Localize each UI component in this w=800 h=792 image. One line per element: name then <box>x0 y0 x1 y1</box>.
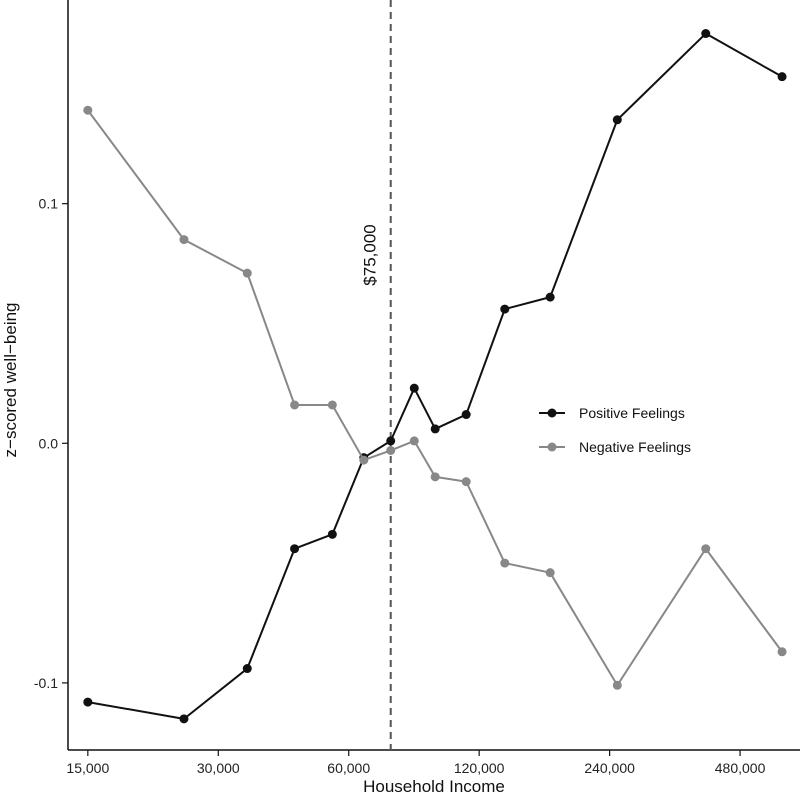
data-point-positive-feelings <box>430 424 440 434</box>
data-point-positive-feelings <box>179 714 189 724</box>
data-point-positive-feelings <box>290 544 300 554</box>
data-point-negative-feelings <box>701 544 711 554</box>
data-point-negative-feelings <box>386 445 396 455</box>
data-point-positive-feelings <box>242 664 252 674</box>
x-axis-ticks: 15,000 30,000 60,000 120,000 240,000 480,000 <box>66 750 766 776</box>
data-point-negative-feelings <box>409 436 419 446</box>
legend-marker-negative <box>547 442 557 452</box>
x-tick-label: 240,000 <box>584 760 635 776</box>
x-tick-label: 60,000 <box>327 760 370 776</box>
data-point-negative-feelings <box>327 400 337 410</box>
data-point-positive-feelings <box>386 436 396 446</box>
data-point-negative-feelings <box>545 568 555 578</box>
x-tick-label: 30,000 <box>197 760 240 776</box>
x-axis-title: Household Income <box>363 777 505 792</box>
data-point-negative-feelings <box>359 455 369 465</box>
data-point-positive-feelings <box>83 697 93 707</box>
series-line-positive-feelings <box>87 32 783 720</box>
data-point-negative-feelings <box>430 472 440 482</box>
y-tick-label: -0.1 <box>34 675 58 691</box>
legend-label-positive: Positive Feelings <box>579 405 685 421</box>
data-point-positive-feelings <box>612 115 622 125</box>
legend-label-negative: Negative Feelings <box>579 439 691 455</box>
reference-line-label: $75,000 <box>361 224 380 285</box>
series-line-negative-feelings <box>87 109 783 687</box>
x-tick-label: 120,000 <box>454 760 505 776</box>
data-point-negative-feelings <box>179 235 189 245</box>
data-point-negative-feelings <box>290 400 300 410</box>
data-point-positive-feelings <box>545 292 555 302</box>
legend-marker-positive <box>547 408 557 418</box>
y-tick-label: 0.0 <box>39 435 59 451</box>
legend: Positive Feelings Negative Feelings <box>539 405 691 455</box>
data-point-positive-feelings <box>500 304 510 314</box>
series-layer <box>83 29 787 724</box>
data-point-positive-feelings <box>461 410 471 420</box>
y-axis-ticks: -0.1 0.0 0.1 <box>34 196 68 691</box>
x-tick-label: 15,000 <box>66 760 109 776</box>
data-point-negative-feelings <box>777 647 787 657</box>
data-point-negative-feelings <box>242 268 252 278</box>
data-point-negative-feelings <box>83 105 93 115</box>
x-tick-label: 480,000 <box>715 760 766 776</box>
y-tick-label: 0.1 <box>39 196 59 212</box>
y-axis-title: z−scored well−being <box>1 303 20 458</box>
data-point-positive-feelings <box>701 29 711 39</box>
data-point-negative-feelings <box>500 558 510 568</box>
data-point-negative-feelings <box>612 680 622 690</box>
data-point-positive-feelings <box>327 529 337 539</box>
data-point-negative-feelings <box>461 477 471 487</box>
data-point-positive-feelings <box>777 72 787 82</box>
data-point-positive-feelings <box>409 383 419 393</box>
